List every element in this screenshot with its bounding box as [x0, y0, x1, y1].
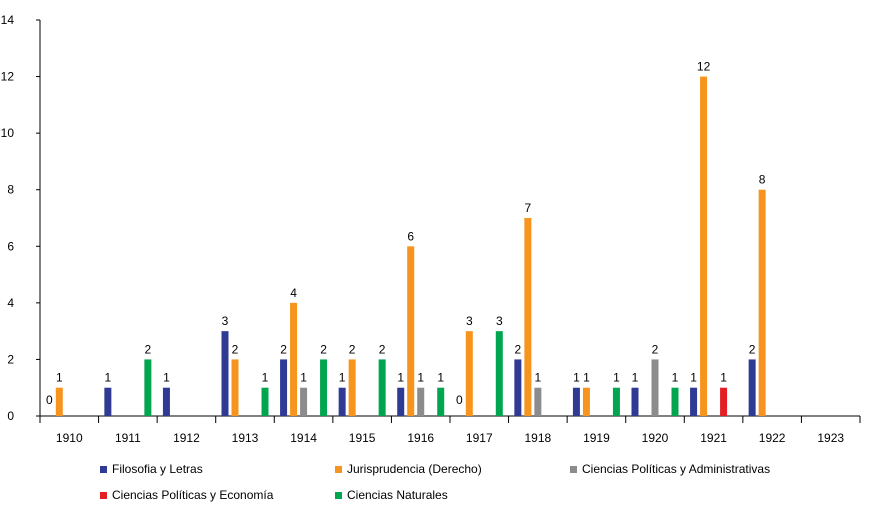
data-label: 4 [290, 286, 297, 300]
bar [651, 359, 659, 416]
data-label: 2 [145, 342, 152, 356]
bar [231, 359, 239, 416]
data-label: 1 [535, 371, 542, 385]
data-label: 1 [583, 371, 590, 385]
x-tick-label: 1911 [115, 431, 141, 445]
data-label: 1 [613, 371, 620, 385]
data-label: 3 [222, 314, 229, 328]
bar [378, 359, 386, 416]
data-label: 2 [379, 342, 386, 356]
bar [465, 331, 473, 416]
y-tick-label: 10 [1, 126, 15, 140]
bar [671, 387, 679, 416]
data-label: 2 [280, 342, 287, 356]
bar [144, 359, 152, 416]
data-label: 3 [466, 314, 473, 328]
data-label: 12 [697, 60, 711, 74]
data-label: 1 [397, 371, 404, 385]
bar [348, 359, 356, 416]
data-label: 2 [652, 342, 659, 356]
x-tick-label: 1923 [817, 431, 844, 445]
data-label: 1 [437, 371, 444, 385]
bar [700, 76, 708, 417]
x-tick-label: 1914 [290, 431, 317, 445]
bar [417, 387, 425, 416]
data-label: 2 [515, 342, 522, 356]
bar [437, 387, 445, 416]
x-tick-label: 1918 [525, 431, 552, 445]
x-tick-label: 1915 [349, 431, 376, 445]
data-label: 8 [759, 173, 766, 187]
y-tick-label: 4 [7, 296, 14, 310]
bar [631, 387, 639, 416]
bar [720, 387, 728, 416]
bar [582, 387, 590, 416]
bar [221, 331, 229, 416]
data-label: 1 [105, 371, 112, 385]
data-label: 2 [749, 342, 756, 356]
data-label: 1 [672, 371, 679, 385]
data-label: 1 [339, 371, 346, 385]
bar [495, 331, 503, 416]
data-label: 1 [632, 371, 639, 385]
data-label-zero: 0 [456, 393, 463, 407]
y-tick-label: 8 [7, 183, 14, 197]
y-tick-label: 12 [1, 70, 15, 84]
x-tick-label: 1922 [759, 431, 786, 445]
bar [572, 387, 580, 416]
x-tick-label: 1917 [466, 431, 493, 445]
bar [300, 387, 308, 416]
x-tick-label: 1919 [583, 431, 610, 445]
data-label: 1 [573, 371, 580, 385]
bar [320, 359, 328, 416]
x-axis: 1910 1911 1912 1913 1914 1915 1916 1917 1918 1919… [39, 415, 861, 445]
bar [162, 387, 170, 416]
bar [55, 387, 63, 416]
data-label: 2 [232, 342, 239, 356]
x-tick-label: 1920 [642, 431, 669, 445]
bars [55, 76, 766, 417]
data-label: 1 [720, 371, 727, 385]
data-label: 1 [300, 371, 307, 385]
bar [514, 359, 522, 416]
bar [280, 359, 288, 416]
bar [758, 189, 766, 416]
data-label: 1 [690, 371, 697, 385]
y-tick-label: 14 [1, 13, 15, 27]
x-tick-label: 1913 [232, 431, 259, 445]
bar [534, 387, 542, 416]
data-label: 1 [417, 371, 424, 385]
data-label: 1 [262, 371, 269, 385]
bar [748, 359, 756, 416]
bar [397, 387, 405, 416]
data-label: 7 [525, 201, 532, 215]
data-label: 2 [349, 342, 356, 356]
data-label: 1 [163, 371, 170, 385]
bar [407, 246, 415, 416]
data-label: 1 [56, 371, 63, 385]
y-tick-label: 6 [7, 239, 14, 253]
x-tick-label: 1912 [173, 431, 200, 445]
bar [261, 387, 269, 416]
bar [104, 387, 112, 416]
bar [290, 302, 298, 416]
data-label: 3 [496, 314, 503, 328]
y-axis: 0 2 4 6 8 10 12 14 [1, 13, 41, 423]
x-tick-label: 1916 [407, 431, 434, 445]
x-tick-label: 1921 [700, 431, 727, 445]
bar [338, 387, 346, 416]
y-tick-label: 2 [7, 352, 14, 366]
y-tick-label: 0 [7, 409, 14, 423]
bar [612, 387, 620, 416]
bar [690, 387, 698, 416]
bar [524, 218, 532, 416]
data-label-zero: 0 [46, 393, 53, 407]
data-label: 6 [407, 229, 414, 243]
data-label: 2 [320, 342, 327, 356]
x-tick-label: 1910 [56, 431, 83, 445]
